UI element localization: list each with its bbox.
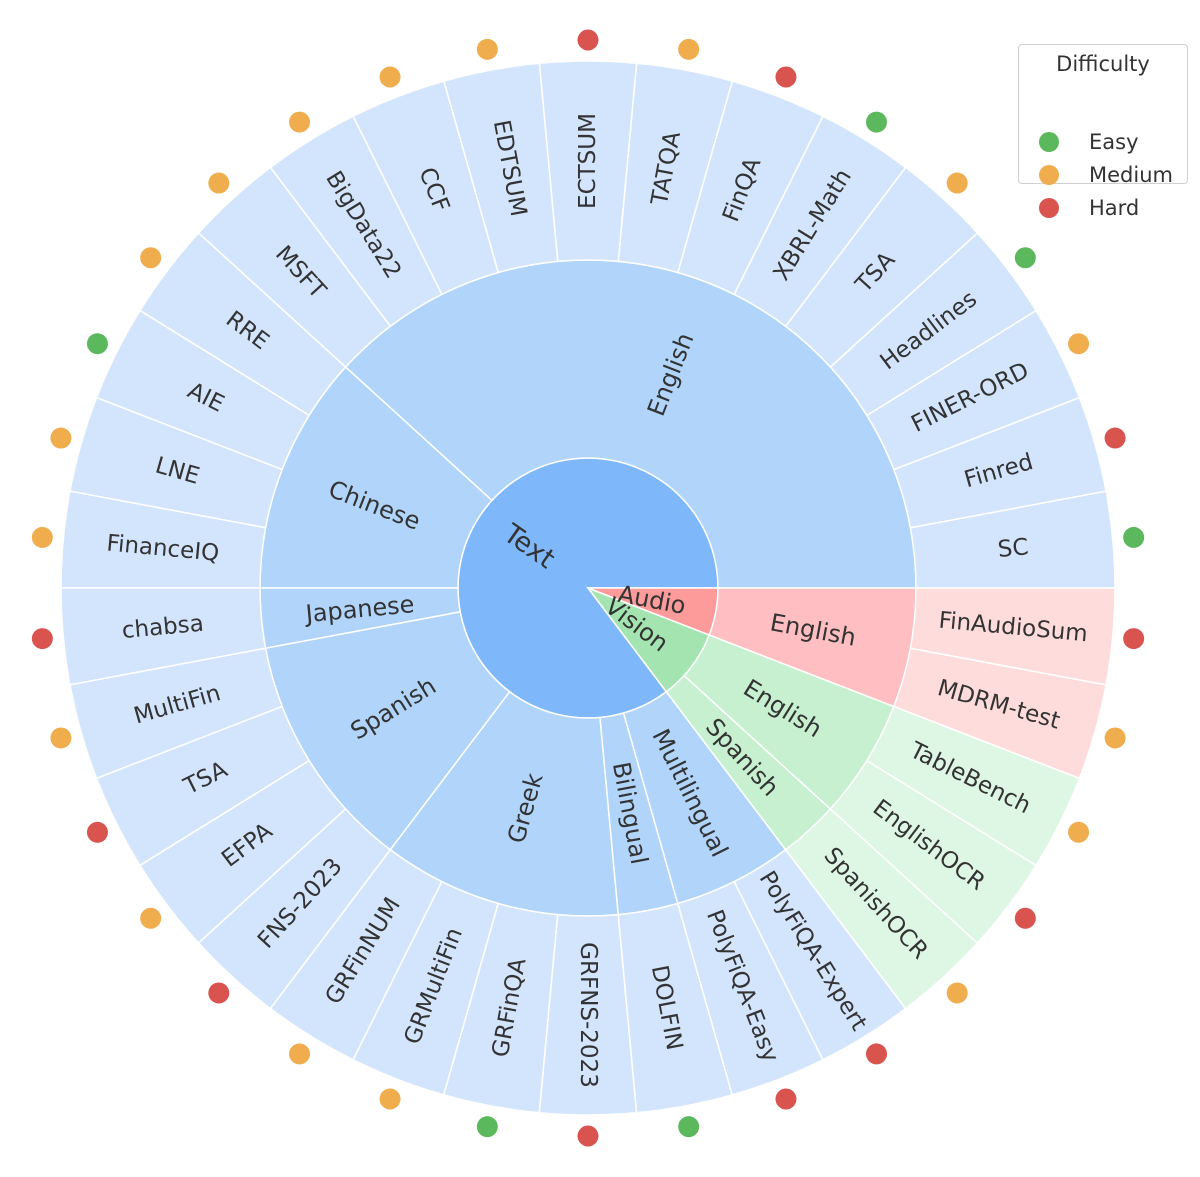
label-dataset-sc: SC [997,534,1030,563]
difficulty-dot-polyfiqa-expert [865,1043,887,1065]
difficulty-dot-aie [86,333,108,355]
difficulty-dot-tatqa [678,38,700,60]
difficulty-dot-lne [50,427,72,449]
difficulty-dot-xbrl-math [865,111,887,133]
legend-label-hard: Hard [1089,196,1140,220]
difficulty-dot-ectsum [577,29,599,51]
legend-swatch-hard [1039,198,1059,218]
legend-item-medium: Medium [1039,160,1173,190]
difficulty-dot-tablebench [1068,821,1090,843]
difficulty-dot-finer-ord [1068,333,1090,355]
difficulty-dot-finaudiosum [1123,628,1145,650]
difficulty-dot-polyfiqa-easy [775,1088,797,1110]
difficulty-dot-grfns-2023 [577,1125,599,1147]
difficulty-dot-multifin [50,727,72,749]
difficulty-dot-finqa [775,66,797,88]
difficulty-dot-sc [1123,526,1145,548]
difficulty-dot-tsa [86,821,108,843]
difficulty-dot-rre [140,247,162,269]
difficulty-dot-fns-2023 [208,982,230,1004]
legend-item-hard: Hard [1039,193,1139,223]
label-dataset-grfns-2023: GRFNS-2023 [575,942,601,1088]
difficulty-dot-finred [1104,427,1126,449]
segment-dataset-finaudiosum [909,587,1116,686]
legend-title: Difficulty [1056,52,1150,76]
legend-swatch-medium [1039,165,1059,185]
difficulty-dot-chabsa [31,628,53,650]
difficulty-dot-mdrm-test [1104,727,1126,749]
legend-swatch-easy [1039,132,1059,152]
difficulty-dot-headlines [1014,247,1036,269]
difficulty-dot-tsa [946,172,968,194]
difficulty-dot-dolfin [678,1116,700,1138]
legend-item-easy: Easy [1039,127,1139,157]
difficulty-dot-grmultifin [379,1088,401,1110]
difficulty-dot-grfinqa [476,1116,498,1138]
difficulty-dot-englishocr [1014,907,1036,929]
difficulty-dot-efpa [140,907,162,929]
difficulty-dot-edtsum [476,38,498,60]
label-dataset-ectsum: ECTSUM [575,113,601,209]
difficulty-dot-financeiq [31,526,53,548]
legend: Difficulty Easy Medium Hard [1018,44,1188,220]
difficulty-dot-spanishocr [946,982,968,1004]
difficulty-dot-msft [208,172,230,194]
difficulty-dot-ccf [379,66,401,88]
legend-label-easy: Easy [1089,130,1139,154]
difficulty-dot-grfinnum [289,1043,311,1065]
difficulty-dot-bigdata22 [289,111,311,133]
legend-label-medium: Medium [1089,163,1173,187]
